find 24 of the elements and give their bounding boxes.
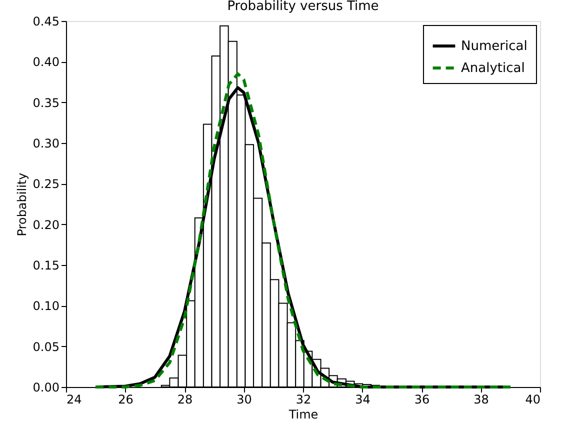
y-tick-label: 0.20 bbox=[32, 218, 60, 232]
x-tick-label: 26 bbox=[118, 392, 134, 406]
y-tick-label: 0.40 bbox=[32, 55, 60, 70]
y-tick-label: 0.00 bbox=[32, 380, 60, 394]
y-tick-label: 0.15 bbox=[32, 258, 60, 272]
y-tick-label: 0.30 bbox=[32, 136, 60, 150]
y-tick-label: 0.10 bbox=[32, 299, 60, 314]
y-tick-label: 0.45 bbox=[32, 14, 60, 28]
x-tick-label: 24 bbox=[66, 392, 82, 406]
legend-label: Numerical bbox=[461, 39, 528, 54]
x-tick-label: 38 bbox=[474, 392, 489, 406]
y-tick-label: 0.05 bbox=[32, 340, 60, 354]
y-axis-title: Probability bbox=[14, 172, 29, 236]
y-tick-label: 0.35 bbox=[32, 96, 60, 110]
legend-label: Analytical bbox=[461, 61, 525, 76]
x-tick-label: 34 bbox=[355, 392, 370, 406]
x-tick-label: 28 bbox=[177, 392, 193, 406]
x-axis-title: Time bbox=[288, 408, 318, 422]
x-tick-label: 36 bbox=[414, 392, 430, 406]
x-tick-label: 30 bbox=[236, 392, 252, 406]
y-tick-label: 0.25 bbox=[32, 177, 60, 192]
x-tick-label: 32 bbox=[296, 392, 312, 406]
x-tick-label: 40 bbox=[525, 392, 540, 406]
chart-title: Probability versus Time bbox=[227, 0, 379, 14]
